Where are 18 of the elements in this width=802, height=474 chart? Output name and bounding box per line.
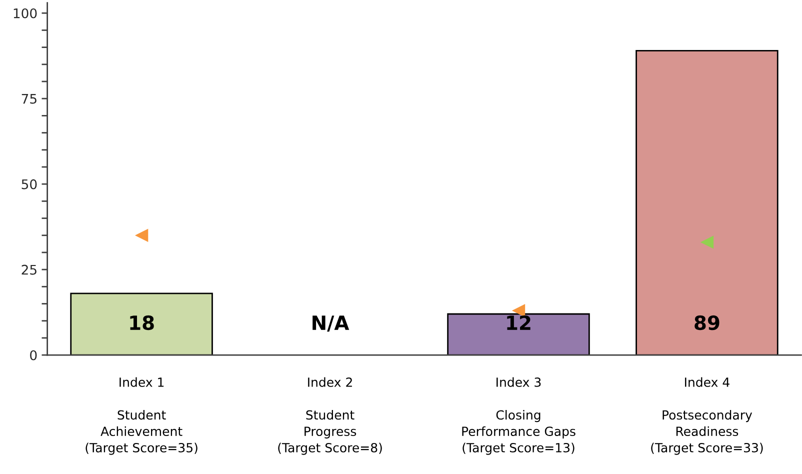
point bbox=[134, 228, 148, 242]
y-tick-label: 0 bbox=[30, 350, 37, 360]
y-tick-label: 25 bbox=[22, 264, 36, 275]
bar bbox=[447, 313, 590, 356]
data-label: 89 bbox=[694, 315, 720, 330]
data-label: 12 bbox=[507, 315, 530, 330]
category-label: Index 4 Postsecondary Readiness (Target Score=33) bbox=[651, 377, 763, 455]
bar bbox=[70, 292, 213, 356]
y-tick-label: 75 bbox=[22, 94, 36, 104]
category-label: Index 2 Student Progress (Target Score=8) bbox=[278, 377, 382, 455]
category-label: Index 1 Student Achievement (Target Score=35) bbox=[86, 377, 198, 455]
data-label: 18 bbox=[130, 315, 154, 330]
text: N/A bbox=[312, 316, 350, 332]
point bbox=[700, 236, 714, 249]
y-tick-label: 100 bbox=[14, 8, 37, 18]
bar bbox=[636, 50, 778, 356]
y-tick-label: 50 bbox=[22, 179, 37, 190]
category-label: Index 3 Closing Performance Gaps (Target Score=13) bbox=[462, 377, 576, 455]
